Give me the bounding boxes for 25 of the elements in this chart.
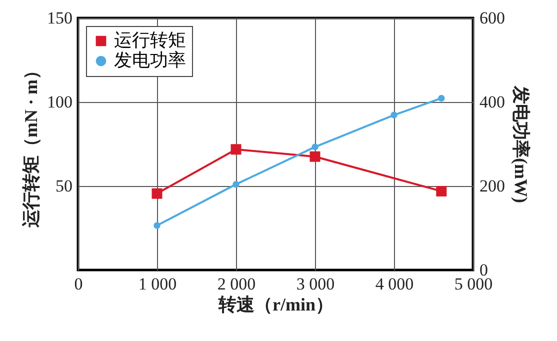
x-tick-label: 2 000 <box>217 274 256 294</box>
point <box>312 144 318 150</box>
y2-tick-label: 400 <box>480 92 505 112</box>
y-tick-label: 100 <box>47 92 72 112</box>
y2-axis-title: 发电功率(mW) <box>511 85 531 203</box>
legend-label: 运行转矩 <box>114 30 186 50</box>
x-tick-label: 3 000 <box>296 274 335 294</box>
point <box>438 94 445 102</box>
y2-tick-label: 200 <box>480 176 505 196</box>
point <box>230 144 242 155</box>
legend-label: 发电功率 <box>114 50 186 70</box>
x-tick-label: 1 000 <box>138 274 177 294</box>
point <box>232 180 240 188</box>
x-tick-label: 0 <box>74 274 83 294</box>
y2-tick-label: 600 <box>480 8 505 28</box>
x-axis-title: 转速（r/min） <box>218 294 334 314</box>
point <box>310 151 320 162</box>
point <box>152 188 162 199</box>
x-tick-label: 4 000 <box>375 274 414 294</box>
y-tick-label: 150 <box>47 8 72 28</box>
point <box>154 222 160 229</box>
point <box>390 112 398 118</box>
y-tick-label: 50 <box>56 176 72 196</box>
point <box>436 186 447 196</box>
y-axis-title: 运行转矩（mN · m） <box>21 62 41 228</box>
